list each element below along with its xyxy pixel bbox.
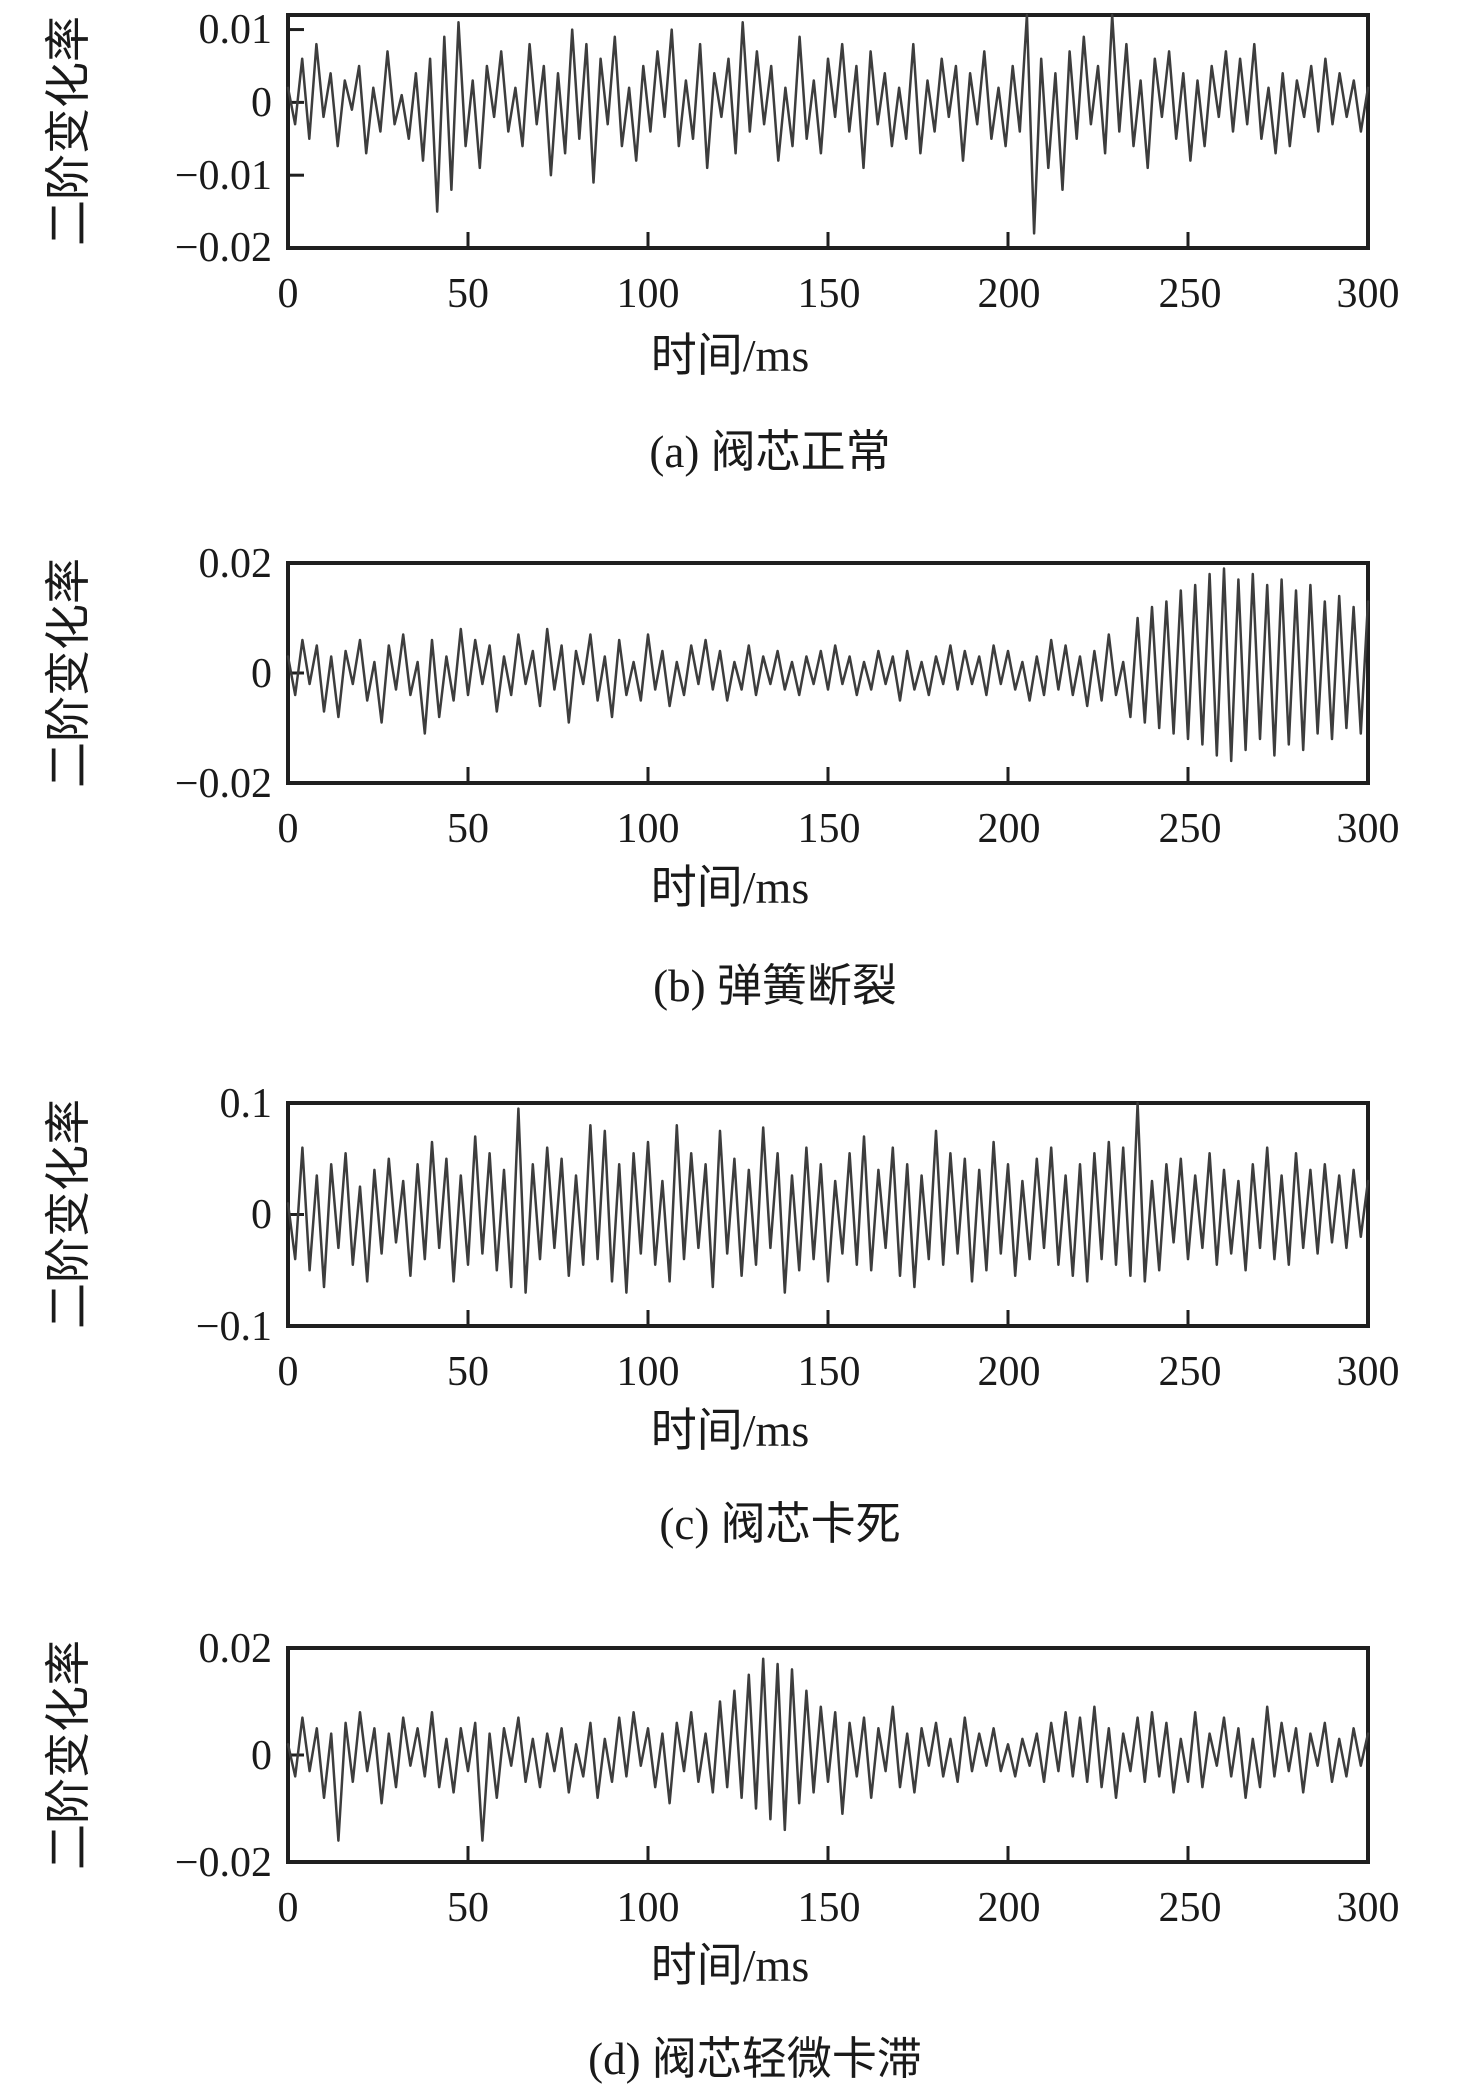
y-tick-label: 0.01	[199, 7, 273, 53]
x-tick-label: 200	[978, 806, 1041, 852]
chart-caption: (b) 弹簧断裂	[653, 961, 897, 1011]
x-tick-label: 50	[447, 271, 489, 317]
chart-d-canvas: 二阶变化率 0.02 0 −0.02 0 50 100 150 200 250 …	[43, 1626, 1400, 2084]
y-tick-label: 0.02	[199, 1626, 273, 1672]
chart-c-canvas: 二阶变化率 0.1 0 −0.1 0 50 100 150 200 250 30…	[43, 1081, 1400, 1549]
x-tick-label: 200	[978, 1349, 1041, 1395]
x-tick-label: 100	[617, 271, 680, 317]
chart-caption: (a) 阀芯正常	[649, 427, 890, 477]
x-tick-label: 50	[447, 806, 489, 852]
y-tick-label: −0.1	[196, 1304, 272, 1350]
x-tick-label: 250	[1159, 271, 1222, 317]
chart-b-canvas: 二阶变化率 0.02 0 −0.02 0 50 100 150 200 250 …	[43, 541, 1400, 1011]
x-axis-label: 时间/ms	[651, 1405, 809, 1456]
x-tick-label: 200	[978, 271, 1041, 317]
y-tick-label: 0.1	[220, 1081, 273, 1127]
y-axis-label: 二阶变化率	[43, 1640, 94, 1870]
chart-a-canvas: 二阶变化率 0.01 0 −0.01 −0.02 0 50 100 150 20…	[43, 7, 1400, 477]
x-tick-label: 100	[617, 1885, 680, 1931]
waveform-line	[286, 1657, 1370, 1842]
x-tick-label: 0	[278, 1349, 299, 1395]
x-tick-label: 0	[278, 1885, 299, 1931]
x-tick-label: 250	[1159, 1349, 1222, 1395]
x-tick-label: 100	[617, 806, 680, 852]
chart-caption: (d) 阀芯轻微卡滞	[588, 2034, 922, 2084]
axes-frame	[286, 1101, 1370, 1328]
y-tick-label: 0	[251, 1192, 272, 1238]
x-tick-label: 300	[1337, 1885, 1400, 1931]
x-tick-label: 100	[617, 1349, 680, 1395]
axes-frame	[286, 1646, 1370, 1864]
x-axis-label: 时间/ms	[651, 330, 809, 381]
axes-frame	[286, 13, 1370, 250]
y-axis-label: 二阶变化率	[43, 16, 94, 246]
y-axis-label: 二阶变化率	[43, 558, 94, 788]
waveform-line	[286, 1101, 1370, 1294]
x-tick-label: 50	[447, 1349, 489, 1395]
x-tick-label: 50	[447, 1885, 489, 1931]
x-tick-label: 150	[798, 1349, 861, 1395]
y-tick-label: −0.02	[175, 761, 272, 807]
y-tick-label: 0	[251, 651, 272, 697]
y-tick-label: 0	[251, 1733, 272, 1779]
x-tick-label: 300	[1337, 1349, 1400, 1395]
x-tick-label: 300	[1337, 806, 1400, 852]
y-tick-label: 0	[251, 80, 272, 126]
x-tick-label: 150	[798, 806, 861, 852]
x-axis-label: 时间/ms	[651, 1940, 809, 1991]
chart-caption: (c) 阀芯卡死	[659, 1499, 900, 1549]
x-tick-label: 0	[278, 271, 299, 317]
y-tick-label: −0.01	[175, 153, 272, 199]
y-tick-label: −0.02	[175, 225, 272, 271]
waveform-line	[286, 567, 1370, 763]
x-tick-label: 150	[798, 1885, 861, 1931]
axes-frame	[286, 561, 1370, 785]
x-tick-label: 150	[798, 271, 861, 317]
waveform-line	[286, 13, 1370, 235]
x-tick-label: 250	[1159, 806, 1222, 852]
x-tick-label: 250	[1159, 1885, 1222, 1931]
x-axis-label: 时间/ms	[651, 862, 809, 913]
x-tick-label: 0	[278, 806, 299, 852]
x-tick-label: 200	[978, 1885, 1041, 1931]
x-tick-label: 300	[1337, 271, 1400, 317]
y-tick-label: 0.02	[199, 541, 273, 587]
y-axis-label: 二阶变化率	[43, 1099, 94, 1329]
y-tick-label: −0.02	[175, 1840, 272, 1886]
